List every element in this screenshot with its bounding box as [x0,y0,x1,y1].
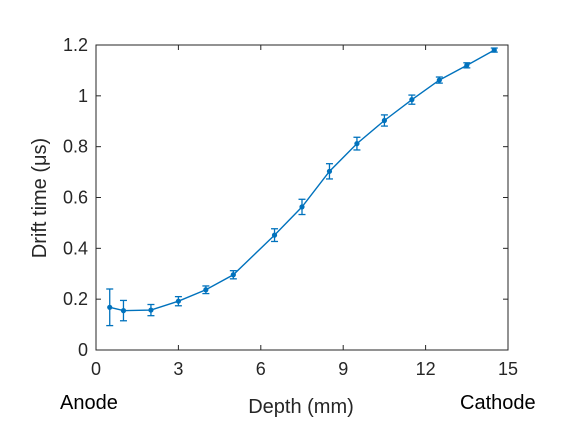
data-point [148,307,154,313]
axes-layer: 0 3 6 9 12 15 0 0.2 0.4 0.6 0.8 1 1.2 [63,35,518,379]
y-tick-label: 0.2 [63,289,88,309]
y-tick-label: 1.2 [63,35,88,55]
data-point [464,62,470,68]
y-tick-label: 0.8 [63,137,88,157]
data-point [409,97,415,103]
x-tick-label: 15 [498,359,518,379]
x-tick-label: 6 [256,359,266,379]
data-point [381,117,387,124]
x-tick-label: 9 [338,359,348,379]
data-point [326,168,333,174]
data-point [491,47,497,53]
y-tick-label: 1 [78,86,88,106]
y-tick-label: 0.6 [63,188,88,208]
x-axis-label: Depth (mm) [248,396,354,418]
series-layer [106,47,498,327]
data-point [299,204,305,210]
data-point [175,298,181,304]
data-point [107,304,113,310]
data-point [271,232,278,238]
y-tick-label: 0 [78,340,88,360]
cathode-label: Cathode [460,392,536,414]
plot-area [96,45,508,350]
plot-background [96,45,508,350]
data-point [120,308,127,314]
x-tick-label: 12 [416,359,436,379]
data-point [354,141,360,147]
y-axis-label: Drift time (μs) [29,138,51,258]
data-point [230,272,236,278]
y-tick-label: 0.4 [63,238,88,258]
x-tick-label: 3 [173,359,183,379]
data-point [436,77,442,83]
data-point [203,287,209,293]
anode-label: Anode [60,392,118,414]
x-tick-label: 0 [91,359,101,379]
